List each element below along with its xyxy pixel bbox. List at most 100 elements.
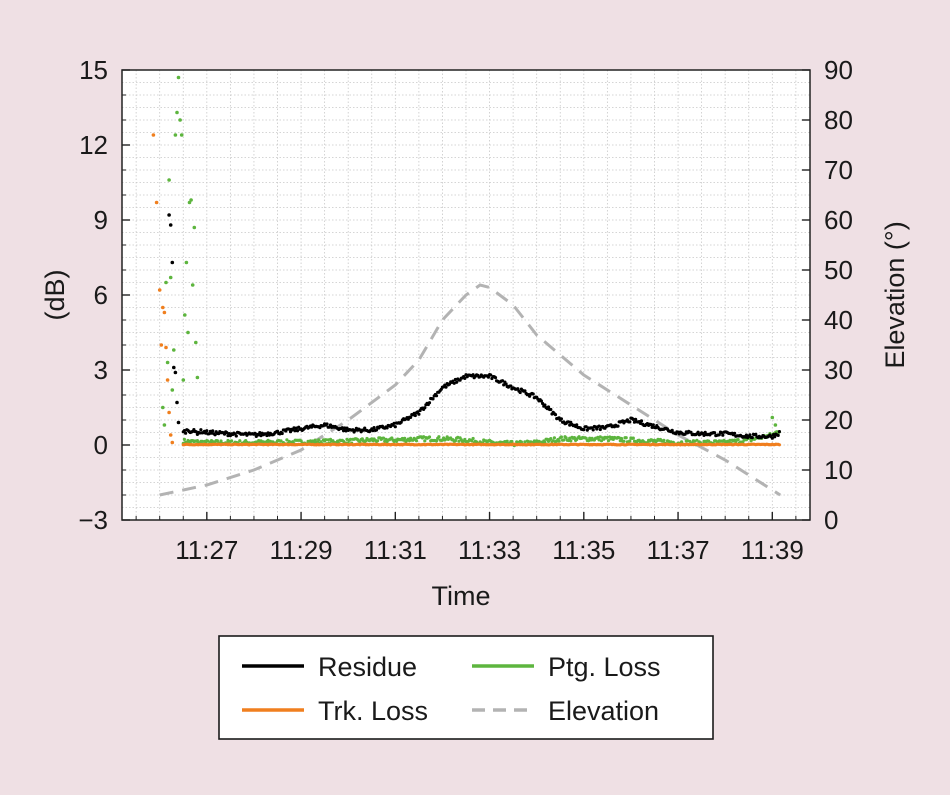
- data-point-ptg-loss: [200, 439, 204, 443]
- data-point-residue: [287, 427, 291, 431]
- data-point-residue: [417, 412, 421, 416]
- data-point-ptg-loss: [572, 436, 577, 440]
- outlier-point-residue: [175, 400, 179, 405]
- x-axis-title: Time: [432, 581, 491, 611]
- data-point-residue: [553, 413, 558, 417]
- data-point-ptg-loss: [523, 440, 527, 444]
- data-point-residue: [509, 384, 513, 388]
- data-point-ptg-loss: [434, 439, 439, 443]
- outlier-point-ptg-loss: [179, 133, 184, 137]
- data-point-residue: [750, 436, 754, 440]
- data-point-residue: [194, 430, 198, 434]
- data-point-ptg-loss: [597, 438, 601, 442]
- data-point-residue: [288, 430, 293, 434]
- data-point-residue: [539, 399, 544, 403]
- data-point-ptg-loss: [423, 439, 427, 443]
- outlier-point-trk-loss: [157, 288, 162, 292]
- data-point-residue: [258, 431, 262, 435]
- data-point-residue: [770, 436, 774, 440]
- scatter-series: [151, 75, 782, 448]
- outlier-point-ptg-loss: [183, 313, 187, 317]
- y2-tick-label: 90: [824, 55, 853, 85]
- data-point-residue: [225, 431, 229, 435]
- data-point-residue: [639, 419, 644, 423]
- y2-tick-label: 60: [824, 205, 853, 235]
- outlier-point-ptg-loss: [175, 110, 179, 115]
- data-point-residue: [392, 421, 396, 425]
- data-point-residue: [616, 424, 620, 428]
- data-point-residue: [777, 430, 782, 434]
- outlier-point-trk-loss: [151, 133, 156, 137]
- outlier-point-ptg-loss: [172, 348, 176, 352]
- data-point-residue: [211, 429, 215, 433]
- data-point-ptg-loss: [195, 439, 199, 443]
- x-tick-label: 11:35: [552, 535, 615, 565]
- y2-axis-title: Elevation (°): [880, 221, 910, 368]
- outlier-point-trk-loss: [154, 200, 159, 205]
- data-point-ptg-loss: [230, 439, 234, 443]
- data-point-ptg-loss: [619, 436, 624, 441]
- outlier-point-residue: [173, 370, 178, 375]
- data-point-residue: [546, 405, 551, 409]
- data-point-ptg-loss: [348, 437, 353, 441]
- data-point-residue: [531, 392, 535, 396]
- data-point-ptg-loss: [313, 438, 317, 442]
- outlier-point-residue: [176, 420, 181, 425]
- data-point-residue: [713, 431, 717, 435]
- data-point-residue: [523, 389, 527, 393]
- data-point-ptg-loss: [549, 437, 553, 441]
- outlier-point-ptg-loss: [178, 118, 182, 122]
- outlier-point-residue: [168, 223, 173, 227]
- data-point-ptg-loss: [562, 438, 566, 442]
- data-point-residue: [463, 376, 467, 380]
- data-point-residue: [325, 422, 329, 426]
- outlier-point-ptg-loss: [195, 375, 200, 380]
- y-tick-label: 6: [94, 280, 108, 310]
- data-point-residue: [295, 429, 300, 433]
- data-point-residue: [431, 397, 435, 401]
- legend-box: [218, 635, 714, 740]
- data-point-ptg-loss: [622, 439, 626, 443]
- data-point-residue: [293, 429, 297, 433]
- outlier-point-trk-loss: [159, 343, 164, 347]
- data-point-residue: [516, 387, 520, 391]
- legend-label: Trk. Loss: [318, 696, 428, 726]
- y2-tick-label: 50: [824, 255, 853, 285]
- data-point-residue: [721, 433, 725, 437]
- data-point-residue: [541, 401, 545, 406]
- y-axis-title: (dB): [40, 269, 70, 320]
- data-point-ptg-loss: [381, 436, 386, 440]
- data-point-residue: [328, 423, 333, 427]
- data-point-residue: [543, 403, 547, 407]
- data-point-residue: [199, 428, 203, 432]
- outlier-point-ptg-loss: [770, 415, 775, 420]
- y-tick-label: 3: [94, 355, 108, 385]
- x-tick-label: 11:33: [458, 535, 521, 565]
- data-point-ptg-loss: [317, 438, 321, 442]
- data-point-residue: [371, 429, 375, 433]
- y2-tick-label: 70: [824, 155, 853, 185]
- data-point-ptg-loss: [692, 439, 697, 443]
- outlier-point-ptg-loss: [192, 225, 197, 230]
- data-point-residue: [204, 431, 208, 435]
- data-point-residue: [434, 394, 439, 398]
- data-point-residue: [413, 413, 417, 418]
- data-point-ptg-loss: [631, 436, 635, 440]
- x-tick-label: 11:37: [646, 535, 709, 565]
- data-point-residue: [280, 431, 284, 436]
- outlier-point-trk-loss: [170, 440, 175, 445]
- data-point-ptg-loss: [628, 439, 632, 443]
- data-point-residue: [198, 431, 202, 435]
- data-point-residue: [748, 433, 752, 437]
- data-point-residue: [253, 431, 257, 435]
- data-point-ptg-loss: [182, 437, 186, 441]
- data-point-residue: [234, 434, 238, 438]
- data-point-residue: [205, 429, 209, 433]
- outlier-point-ptg-loss: [184, 260, 189, 265]
- data-point-ptg-loss: [559, 435, 564, 439]
- data-point-ptg-loss: [736, 438, 740, 442]
- data-point-residue: [372, 426, 376, 430]
- data-point-ptg-loss: [695, 438, 699, 442]
- data-point-residue: [344, 429, 348, 433]
- data-point-residue: [575, 423, 579, 427]
